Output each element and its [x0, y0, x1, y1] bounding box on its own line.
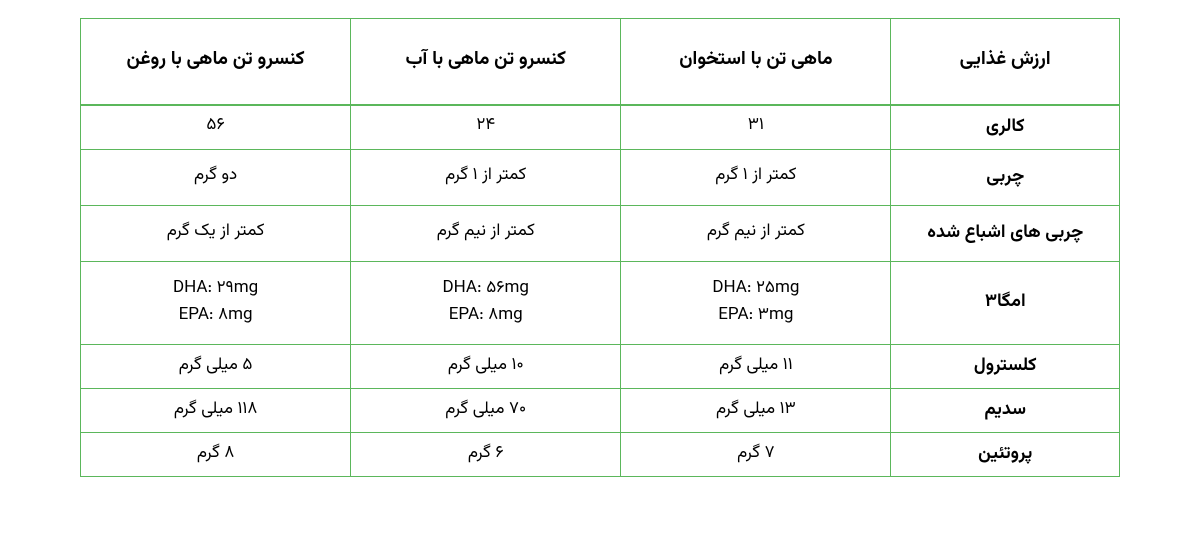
cell-multiline: DHA: ۲۹mg EPA: ۸mg [81, 261, 351, 344]
cell: ۱۳ میلی گرم [621, 388, 891, 432]
cell-multiline: DHA: ۵۶mg EPA: ۸mg [351, 261, 621, 344]
cell: ۱۱ میلی گرم [621, 344, 891, 388]
table-row: کلسترول ۱۱ میلی گرم ۱۰ میلی گرم ۵ میلی گ… [81, 344, 1120, 388]
nutrition-table: ارزش غذایی ماهی تن با استخوان کنسرو تن م… [80, 18, 1120, 477]
cell: دو گرم [81, 149, 351, 205]
cell: کمتر از ۱ گرم [351, 149, 621, 205]
cell: ۷ گرم [621, 432, 891, 476]
row-label: امگا۳ [891, 261, 1120, 344]
cell: ۲۴ [351, 105, 621, 150]
table-row: پروتئین ۷ گرم ۶ گرم ۸ گرم [81, 432, 1120, 476]
table-row: کالری ۳۱ ۲۴ ۵۶ [81, 105, 1120, 150]
cell: ۱۱۸ میلی گرم [81, 388, 351, 432]
cell: ۷۰ میلی گرم [351, 388, 621, 432]
row-label: سدیم [891, 388, 1120, 432]
omega-dha: DHA: ۲۵mg [627, 276, 884, 303]
omega-epa: EPA: ۸mg [357, 303, 614, 330]
row-label: کالری [891, 105, 1120, 150]
cell: کمتر از یک گرم [81, 205, 351, 261]
col-header-water: کنسرو تن ماهی با آب [351, 19, 621, 105]
omega-epa: EPA: ۳mg [627, 303, 884, 330]
table-row: سدیم ۱۳ میلی گرم ۷۰ میلی گرم ۱۱۸ میلی گر… [81, 388, 1120, 432]
cell: ۶ گرم [351, 432, 621, 476]
omega-dha: DHA: ۵۶mg [357, 276, 614, 303]
table-row: امگا۳ DHA: ۲۵mg EPA: ۳mg DHA: ۵۶mg EPA: … [81, 261, 1120, 344]
table-row: چربی های اشباع شده کمتر از نیم گرم کمتر … [81, 205, 1120, 261]
omega-dha: DHA: ۲۹mg [87, 276, 344, 303]
cell: کمتر از ۱ گرم [621, 149, 891, 205]
omega-epa: EPA: ۸mg [87, 303, 344, 330]
cell: ۱۰ میلی گرم [351, 344, 621, 388]
cell: ۵ میلی گرم [81, 344, 351, 388]
cell: ۸ گرم [81, 432, 351, 476]
cell: ۵۶ [81, 105, 351, 150]
row-label: چربی [891, 149, 1120, 205]
row-label: پروتئین [891, 432, 1120, 476]
col-header-bone: ماهی تن با استخوان [621, 19, 891, 105]
cell: کمتر از نیم گرم [621, 205, 891, 261]
cell: کمتر از نیم گرم [351, 205, 621, 261]
col-header-label: ارزش غذایی [891, 19, 1120, 105]
col-header-oil: کنسرو تن ماهی با روغن [81, 19, 351, 105]
cell-multiline: DHA: ۲۵mg EPA: ۳mg [621, 261, 891, 344]
row-label: چربی های اشباع شده [891, 205, 1120, 261]
table-row: چربی کمتر از ۱ گرم کمتر از ۱ گرم دو گرم [81, 149, 1120, 205]
cell: ۳۱ [621, 105, 891, 150]
table-header-row: ارزش غذایی ماهی تن با استخوان کنسرو تن م… [81, 19, 1120, 105]
row-label: کلسترول [891, 344, 1120, 388]
